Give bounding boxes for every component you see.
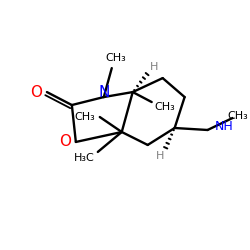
Text: H: H [150, 62, 158, 72]
Text: O: O [30, 84, 42, 100]
Text: O: O [59, 134, 71, 150]
Text: CH₃: CH₃ [227, 111, 248, 121]
Text: H₃C: H₃C [74, 153, 94, 163]
Text: CH₃: CH₃ [74, 112, 95, 122]
Text: CH₃: CH₃ [154, 102, 175, 112]
Text: N: N [98, 84, 110, 100]
Text: CH₃: CH₃ [106, 53, 126, 63]
Text: H: H [156, 151, 164, 161]
Text: NH: NH [214, 120, 233, 134]
